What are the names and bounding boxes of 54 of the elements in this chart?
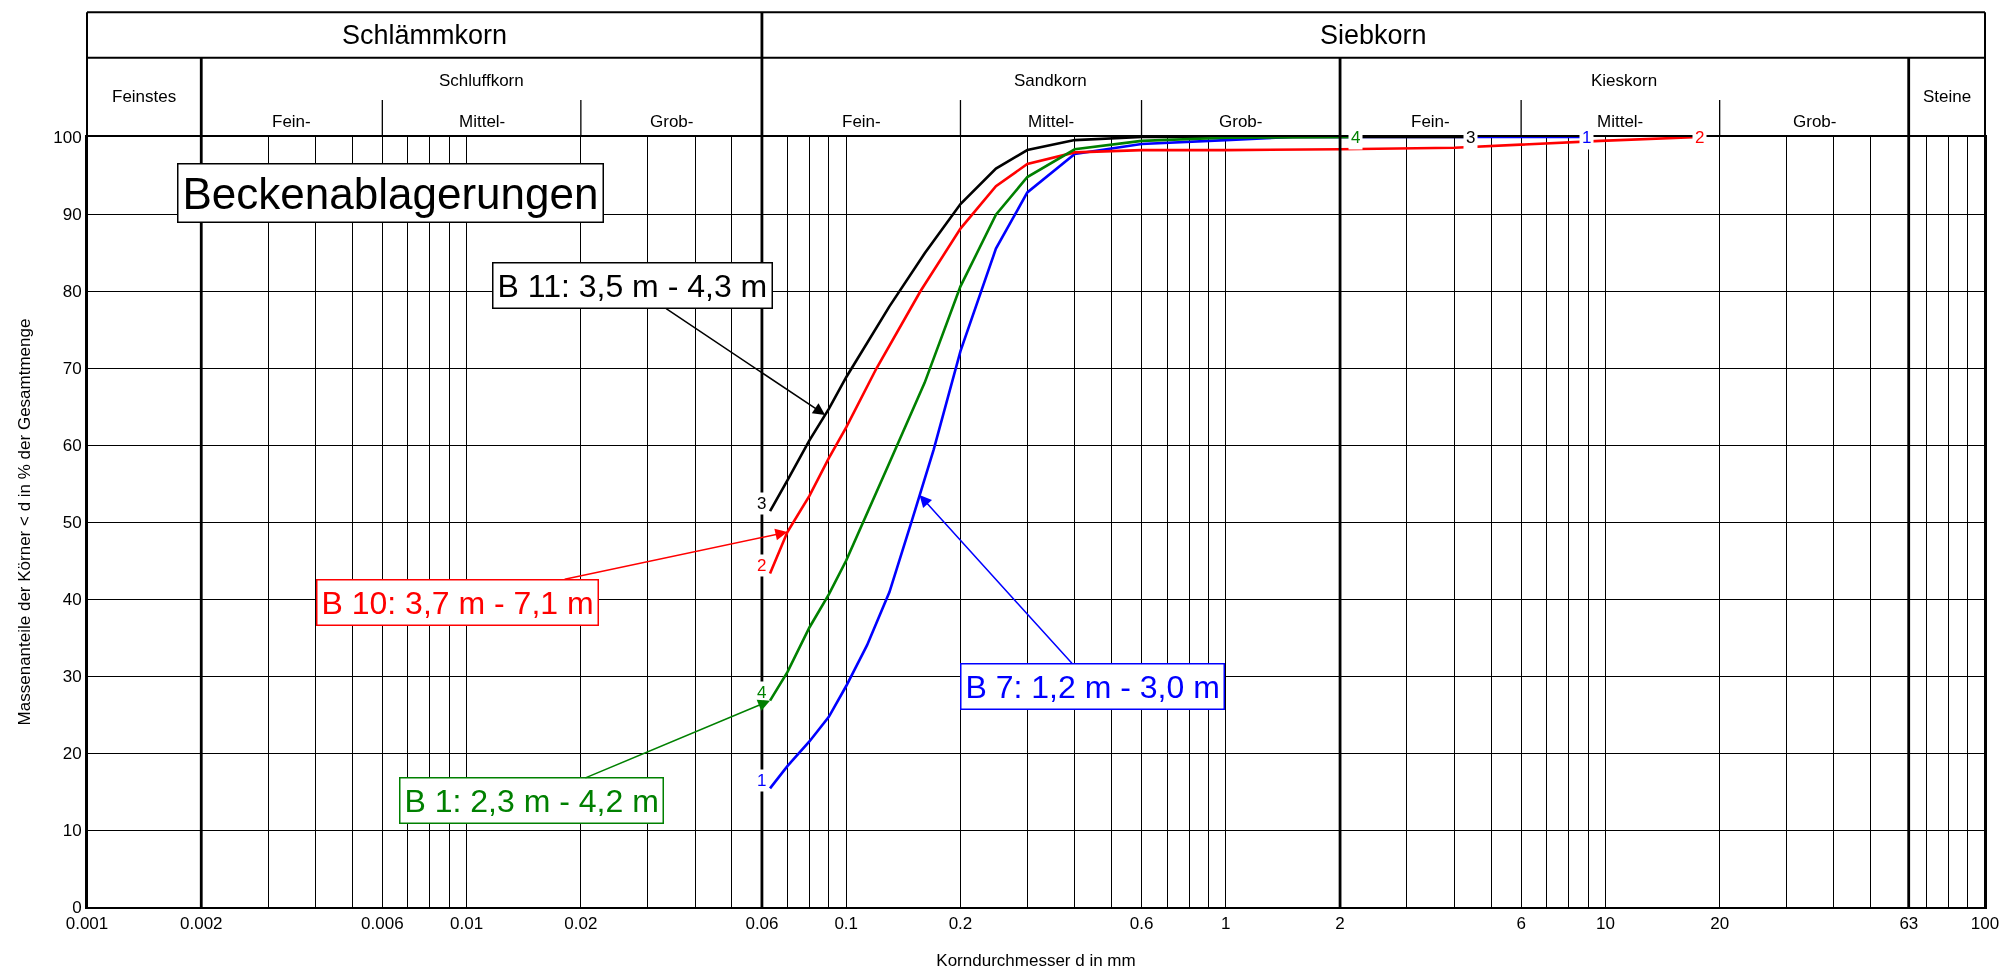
text: Beckenablagerungen <box>182 168 599 218</box>
x-tick-label: 0.002 <box>180 914 223 934</box>
x-tick-label: 0.01 <box>450 914 484 934</box>
text: 3 <box>757 494 767 513</box>
x-tick-label: 0.006 <box>361 914 404 934</box>
y-tick-label: 10 <box>62 820 82 840</box>
x-tick-label: 63 <box>1899 914 1919 934</box>
annotation: B 1: 2,3 m - 4,2 m <box>404 782 659 819</box>
text: Sandkorn <box>1014 71 1087 90</box>
text: 2 <box>757 556 767 575</box>
text: Fein- <box>842 112 881 131</box>
text: 4 <box>757 683 767 702</box>
x-tick-label: 0.2 <box>948 914 973 934</box>
x-tick-label: 0.02 <box>564 914 598 934</box>
x-tick-label: 2 <box>1335 914 1345 934</box>
text: Feinstes <box>112 87 177 106</box>
y-tick-label: 40 <box>62 589 82 609</box>
y-axis-title: Massenanteile der Körner < d in % der Gesamtmenge <box>15 318 35 726</box>
annotation: B 7: 1,2 m - 3,0 m <box>965 668 1220 705</box>
text: Fein- <box>1411 112 1450 131</box>
y-tick-label: 0 <box>72 897 82 917</box>
y-tick-label: 50 <box>62 512 82 532</box>
text: Mittel- <box>1597 112 1644 131</box>
text: Schluffkorn <box>439 71 524 90</box>
text: Grob- <box>1219 112 1263 131</box>
x-tick-label: 6 <box>1516 914 1526 934</box>
y-tick-label: 60 <box>62 435 82 455</box>
text: Mittel- <box>1028 112 1075 131</box>
text: Mittel- <box>459 112 506 131</box>
x-tick-label: 0.001 <box>65 914 109 934</box>
text: Fein- <box>272 112 311 131</box>
x-tick-label: 0.06 <box>745 914 779 934</box>
x-tick-label: 10 <box>1595 914 1615 934</box>
x-tick-label: 0.6 <box>1129 914 1154 934</box>
text: 1 <box>757 771 767 790</box>
x-tick-label: 0.1 <box>834 914 859 934</box>
y-tick-label: 20 <box>62 743 82 763</box>
y-tick-label: 80 <box>62 281 82 301</box>
x-tick-label: 1 <box>1221 914 1231 934</box>
y-tick-label: 100 <box>53 127 82 147</box>
text: Grob- <box>1793 112 1837 131</box>
annotation: B 10: 3,7 m - 7,1 m <box>321 584 594 621</box>
x-tick-label: 20 <box>1710 914 1730 934</box>
text: Steine <box>1923 87 1972 106</box>
y-tick-label: 90 <box>62 204 82 224</box>
y-tick-label: 70 <box>62 358 82 378</box>
text: Siebkorn <box>1320 20 1427 50</box>
y-tick-label: 30 <box>62 666 82 686</box>
text: Grob- <box>650 112 694 131</box>
annotation: B 11: 3,5 m - 4,3 m <box>497 267 768 304</box>
text: Kieskorn <box>1591 71 1658 90</box>
text: Schlämmkorn <box>342 20 508 50</box>
x-axis-title: Korndurchmesser d in mm <box>936 951 1136 971</box>
x-tick-label: 100 <box>1970 914 2000 934</box>
